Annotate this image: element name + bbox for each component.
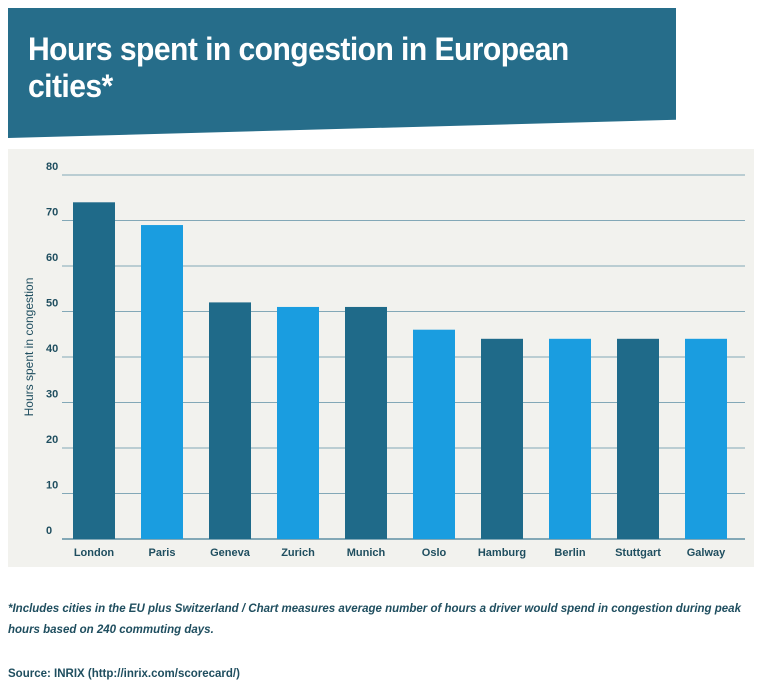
- x-tick-label: Galway: [687, 547, 726, 559]
- bar-london: [73, 202, 115, 540]
- y-tick-label: 10: [46, 480, 58, 492]
- y-tick-label: 50: [46, 298, 58, 310]
- bar-geneva: [209, 302, 251, 539]
- x-tick-label: London: [74, 547, 115, 559]
- page-title: Hours spent in congestion in European ci…: [28, 31, 569, 104]
- source-label: Source: INRIX (http://inrix.com/scorecar…: [8, 668, 240, 680]
- y-tick-label: 20: [46, 434, 58, 446]
- x-tick-labels: London Paris Geneva Zurich Munich Oslo Hamburg…: [74, 547, 726, 559]
- bar-zurich: [277, 306, 319, 539]
- y-tick-label: 40: [46, 343, 58, 355]
- bar-paris: [141, 225, 183, 540]
- source-line: Source: INRIX (http://inrix.com/scorecar…: [8, 668, 240, 680]
- bar-berlin: [549, 338, 591, 539]
- x-tick-label: Zurich: [281, 547, 315, 559]
- bar-chart: 0 10 20 30 40 50 60 70 80 London Paris Geneva Zuric…: [22, 161, 745, 559]
- x-tick-label: Berlin: [554, 547, 585, 559]
- y-tick-label: 80: [46, 161, 58, 173]
- bars: [73, 202, 727, 540]
- bar-oslo: [413, 329, 455, 539]
- chart-panel: 0 10 20 30 40 50 60 70 80 London Paris Geneva Zuric…: [8, 149, 754, 567]
- y-tick-label: 30: [46, 389, 58, 401]
- x-tick-label: Munich: [347, 547, 386, 559]
- bar-galway: [685, 338, 727, 539]
- y-axis-label: Hours spent in congestion: [22, 278, 36, 417]
- x-tick-label: Geneva: [210, 547, 251, 559]
- footnote: *Includes cities in the EU plus Switzerl…: [8, 603, 741, 636]
- bar-stuttgart: [617, 338, 659, 539]
- y-tick-label: 60: [46, 252, 58, 264]
- x-tick-label: Oslo: [422, 547, 447, 559]
- y-tick-labels: 0 10 20 30 40 50 60 70 80: [46, 161, 58, 537]
- title-banner: Hours spent in congestion in European ci…: [8, 8, 676, 138]
- x-tick-label: Hamburg: [478, 547, 526, 559]
- x-tick-label: Paris: [149, 547, 176, 559]
- y-tick-label: 70: [46, 207, 58, 219]
- x-tick-label: Stuttgart: [615, 547, 661, 559]
- y-tick-label: 0: [46, 525, 52, 537]
- bar-hamburg: [481, 338, 523, 539]
- bar-munich: [345, 306, 387, 539]
